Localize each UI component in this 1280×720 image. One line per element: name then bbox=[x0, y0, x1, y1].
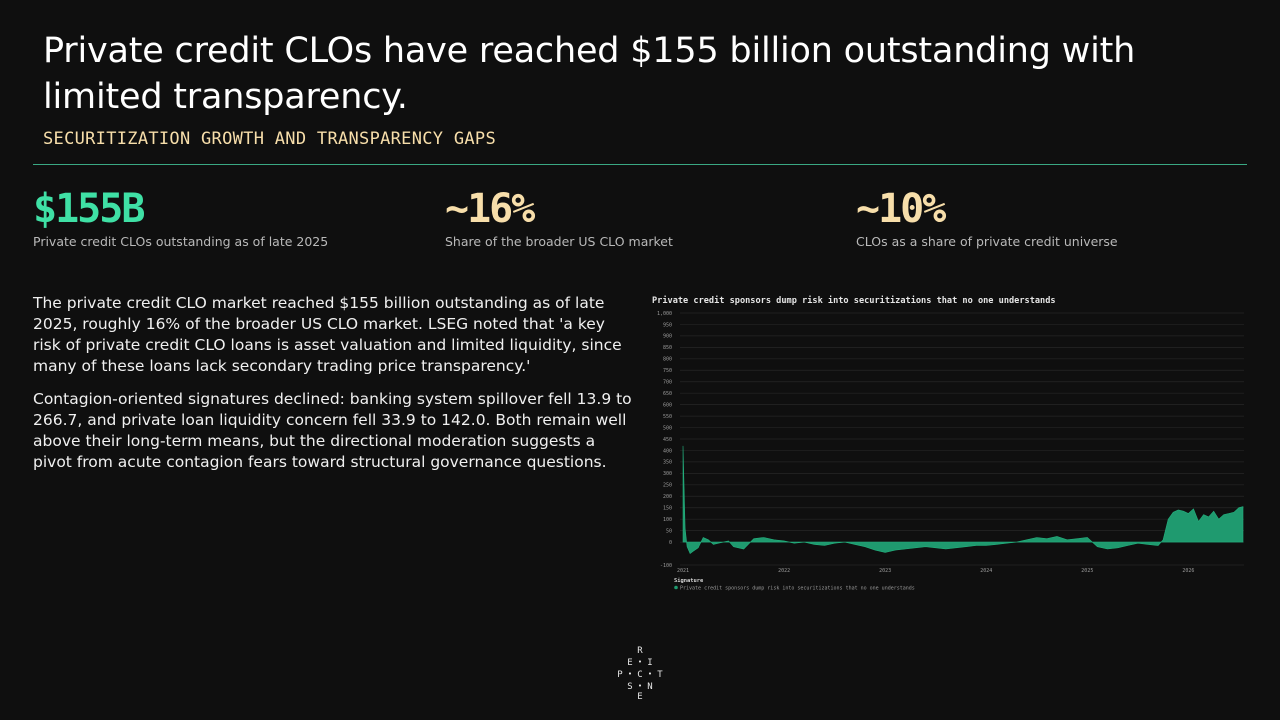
y-tick-label: 500 bbox=[663, 425, 672, 431]
logo-letter: P bbox=[617, 670, 623, 680]
logo-letter: R bbox=[637, 646, 643, 656]
logo-letter: E bbox=[637, 692, 643, 702]
y-tick-label: 900 bbox=[663, 334, 672, 340]
logo-dot: • bbox=[637, 658, 643, 666]
body-paragraph: The private credit CLO market reached $1… bbox=[33, 294, 622, 375]
y-tick-label: 0 bbox=[669, 540, 672, 546]
x-tick-label: 2025 bbox=[1081, 568, 1093, 574]
stat-value: $155B bbox=[33, 186, 145, 232]
logo-letter: T bbox=[657, 670, 663, 680]
y-tick-label: 700 bbox=[663, 380, 672, 386]
y-tick-label: 1,000 bbox=[657, 311, 672, 317]
series-area bbox=[682, 445, 1244, 554]
y-tick-label: -100 bbox=[660, 563, 672, 569]
stat-value: ~10% bbox=[856, 186, 946, 232]
stat-value: ~16% bbox=[445, 186, 535, 232]
y-tick-label: 100 bbox=[663, 517, 672, 523]
y-tick-label: 450 bbox=[663, 437, 672, 443]
y-tick-label: 300 bbox=[663, 471, 672, 477]
y-tick-label: 250 bbox=[663, 483, 672, 489]
logo-dot: • bbox=[637, 682, 643, 690]
logo-letter: N bbox=[647, 682, 653, 692]
slide-title: Private credit CLOs have reached $155 bi… bbox=[43, 31, 1136, 117]
body-paragraph: Contagion-oriented signatures declined: … bbox=[33, 390, 632, 471]
logo-letter: E bbox=[627, 658, 633, 668]
area-chart: Private credit sponsors dump risk into s… bbox=[652, 295, 1244, 592]
logo-dot: • bbox=[627, 670, 633, 678]
logo-dot: • bbox=[647, 670, 653, 678]
logo-letter: I bbox=[647, 658, 653, 668]
y-tick-label: 950 bbox=[663, 322, 672, 328]
divider bbox=[33, 164, 1247, 165]
slide-subtitle: SECURITIZATION GROWTH AND TRANSPARENCY G… bbox=[43, 129, 496, 149]
y-tick-label: 800 bbox=[663, 357, 672, 363]
chart-title: Private credit sponsors dump risk into s… bbox=[652, 295, 1056, 306]
y-tick-label: 650 bbox=[663, 391, 672, 397]
y-tick-label: 550 bbox=[663, 414, 672, 420]
logo-letter: C bbox=[637, 670, 643, 680]
x-tick-label: 2023 bbox=[879, 568, 891, 574]
stat-label: Private credit CLOs outstanding as of la… bbox=[33, 234, 329, 249]
y-tick-label: 750 bbox=[663, 368, 672, 374]
x-tick-label: 2026 bbox=[1182, 568, 1194, 574]
x-tick-label: 2024 bbox=[980, 568, 992, 574]
logo-letter: S bbox=[627, 682, 633, 692]
legend-entry: Private credit sponsors dump risk into s… bbox=[680, 586, 915, 592]
stat-label: CLOs as a share of private credit univer… bbox=[856, 234, 1118, 249]
y-tick-label: 150 bbox=[663, 506, 672, 512]
x-tick-label: 2021 bbox=[677, 568, 689, 574]
y-tick-label: 600 bbox=[663, 402, 672, 408]
legend-swatch bbox=[674, 585, 678, 590]
x-tick-label: 2022 bbox=[778, 568, 790, 574]
y-tick-label: 400 bbox=[663, 448, 672, 454]
legend-title: Signature bbox=[674, 578, 704, 584]
logo: R E I P C T S N E • • • • bbox=[610, 646, 670, 702]
stat-share-private-credit: ~10% CLOs as a share of private credit u… bbox=[856, 186, 1118, 249]
y-tick-label: 350 bbox=[663, 460, 672, 466]
stat-label: Share of the broader US CLO market bbox=[445, 234, 673, 249]
y-tick-label: 200 bbox=[663, 494, 672, 500]
y-tick-label: 850 bbox=[663, 345, 672, 351]
body-text: The private credit CLO market reached $1… bbox=[33, 293, 633, 485]
y-tick-label: 50 bbox=[666, 528, 672, 534]
stat-outstanding: $155B Private credit CLOs outstanding as… bbox=[33, 186, 328, 249]
stat-share-us-clo: ~16% Share of the broader US CLO market bbox=[445, 186, 673, 249]
